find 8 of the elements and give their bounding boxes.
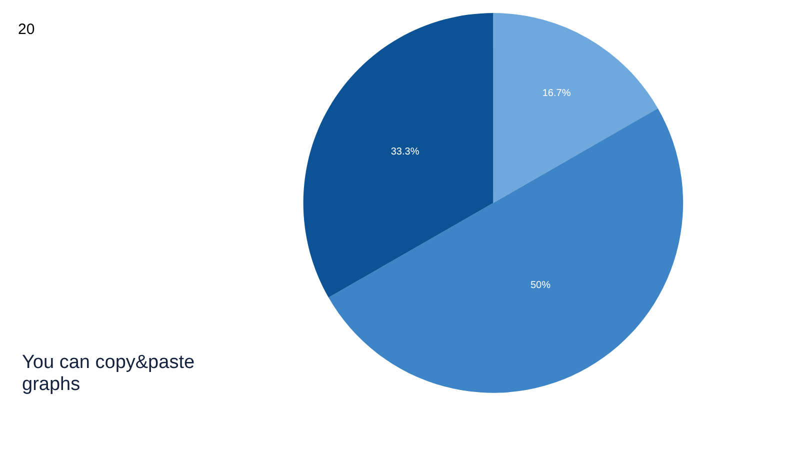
data-label: 50%	[530, 280, 551, 291]
data-label: 16.7%	[542, 88, 571, 99]
pie-slice	[493, 13, 658, 203]
pie-slice	[303, 13, 494, 298]
pie-slice	[328, 108, 684, 393]
data-label: 33.3%	[390, 146, 420, 158]
text: 20	[18, 21, 35, 38]
text: You can copy&paste graphs	[22, 352, 196, 396]
